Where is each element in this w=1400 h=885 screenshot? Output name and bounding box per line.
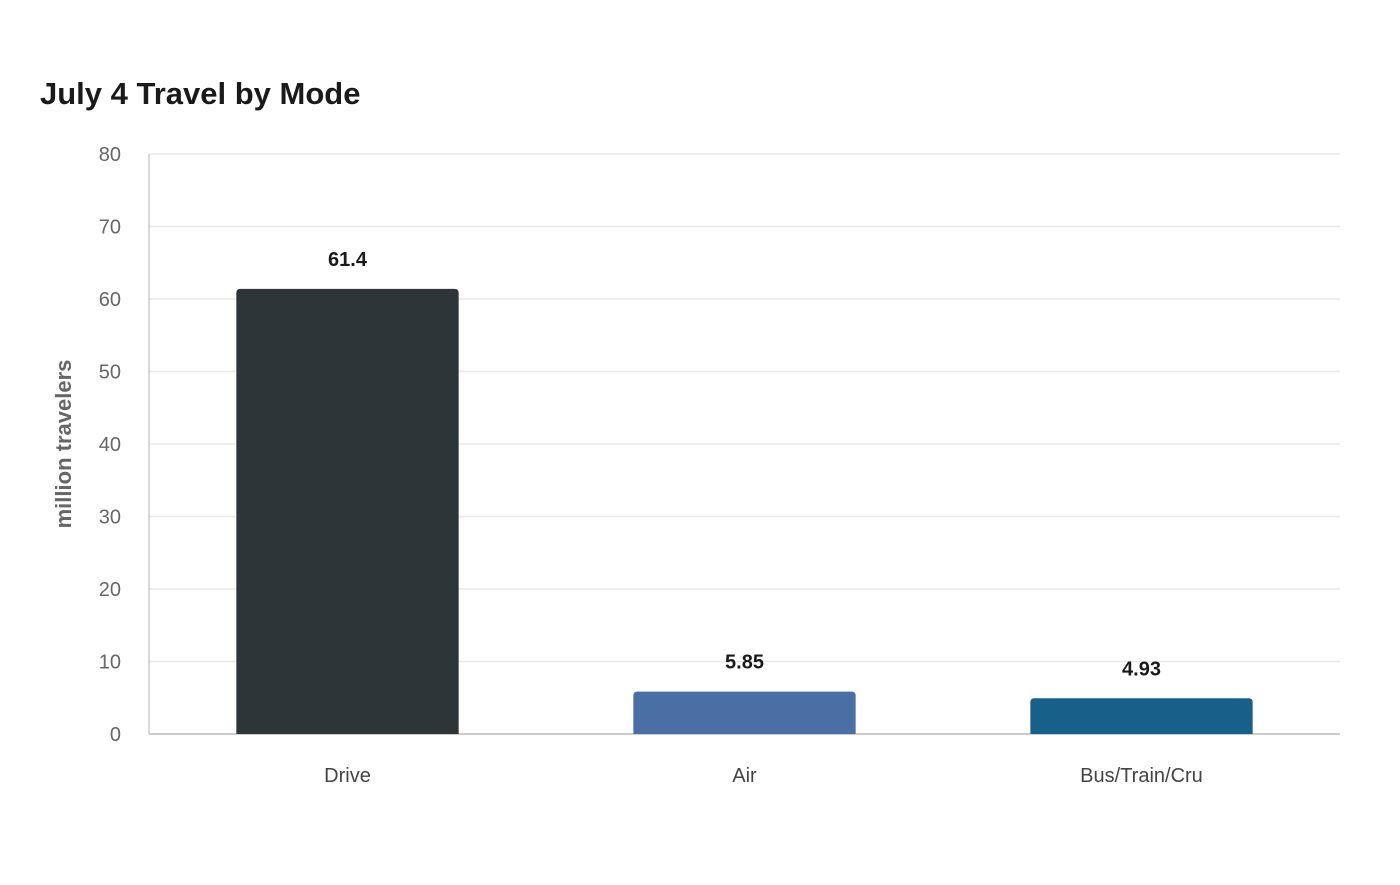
bar-drive[interactable] [236, 288, 459, 734]
y-tick-label: 10 [99, 652, 121, 674]
bar-air[interactable] [633, 691, 856, 734]
y-tick-label: 40 [99, 434, 121, 456]
category-labels: Drive Air Bus/Train/Cru [324, 765, 1203, 787]
bar-bus-train-cru[interactable] [1030, 698, 1253, 734]
category-label: Drive [324, 765, 371, 787]
y-tick-label: 20 [99, 579, 121, 601]
category-label: Bus/Train/Cru [1080, 765, 1203, 787]
y-tick-labels: 0 10 20 30 40 50 60 70 80 [99, 144, 121, 746]
y-tick-label: 80 [99, 144, 121, 166]
category-label: Air [732, 765, 757, 787]
data-label: 61.4 [328, 249, 368, 271]
data-label: 4.93 [1122, 658, 1161, 680]
y-tick-label: 0 [110, 724, 121, 746]
y-axis-title: million travelers [51, 360, 76, 529]
data-labels: 61.4 5.85 4.93 [328, 249, 1161, 680]
y-tick-label: 60 [99, 289, 121, 311]
y-tick-label: 70 [99, 217, 121, 239]
data-label: 5.85 [725, 652, 764, 674]
bars [236, 288, 1253, 734]
y-tick-label: 30 [99, 507, 121, 529]
chart-title: July 4 Travel by Mode [40, 76, 361, 111]
y-tick-label: 50 [99, 362, 121, 384]
